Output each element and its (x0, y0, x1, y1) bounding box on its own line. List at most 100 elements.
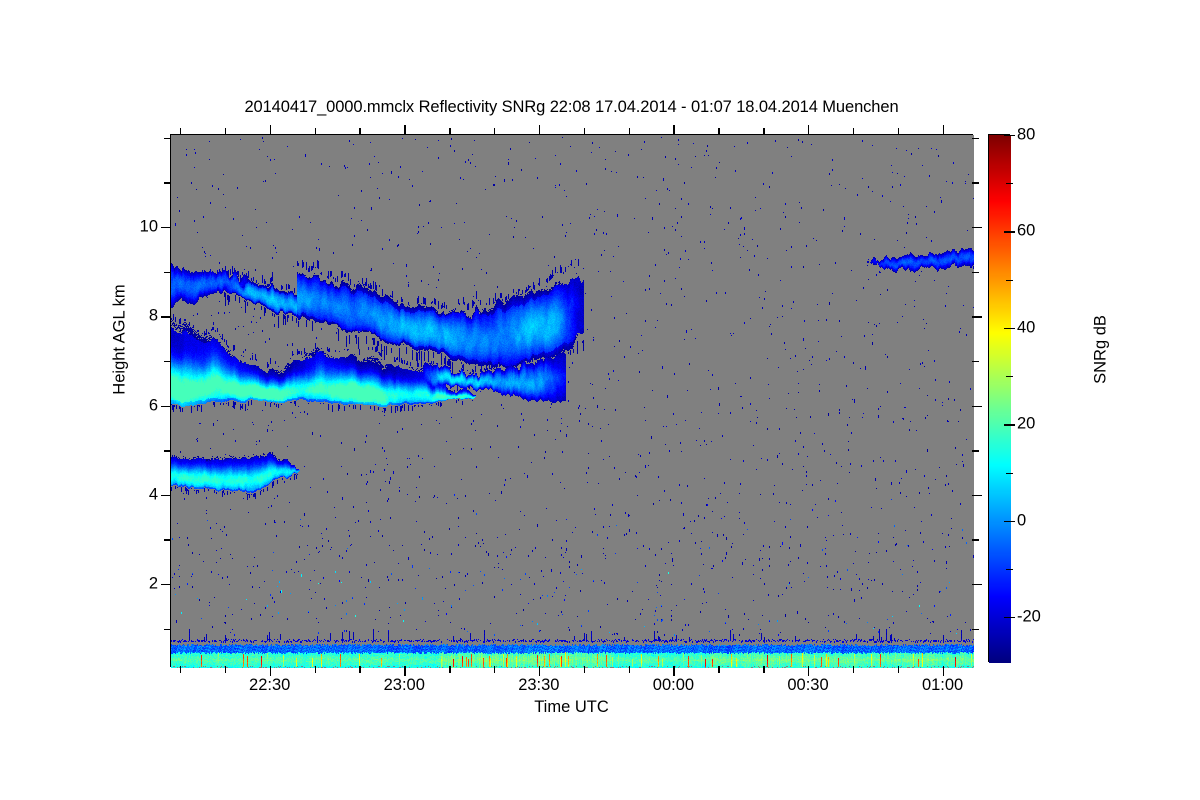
y-axis-tick-right (972, 628, 979, 631)
reflectivity-heatmap (171, 135, 974, 668)
y-axis-tick-label: 4 (148, 485, 158, 504)
y-axis-tick (161, 494, 171, 497)
x-axis-tick (897, 666, 900, 673)
y-axis-tick-right (972, 494, 982, 497)
y-axis-tick-right (972, 360, 979, 363)
x-axis-tick-label: 22:30 (249, 676, 291, 694)
colorbar-tick (1009, 617, 1015, 619)
y-axis-tick-right (972, 450, 979, 452)
y-axis-tick (164, 360, 171, 363)
colorbar-tick (1009, 472, 1013, 474)
y-axis-tick-right (972, 182, 979, 184)
x-axis-tick (628, 666, 630, 673)
y-axis-tick-right (972, 271, 979, 273)
colorbar-tick (1009, 327, 1015, 330)
x-axis-tick-top (808, 125, 810, 135)
y-axis-tick (164, 539, 171, 541)
x-axis-tick-top (359, 128, 361, 135)
y-axis-tick-label: 2 (148, 574, 158, 593)
x-axis-title: Time UTC (534, 698, 609, 716)
y-axis-tick-right (972, 316, 982, 318)
y-axis-tick (161, 316, 171, 318)
x-axis-tick (852, 666, 855, 673)
x-axis-tick-top (538, 125, 541, 135)
x-axis-tick-top (314, 128, 316, 135)
x-axis-tick-top (404, 125, 406, 135)
x-axis-tick-top (852, 128, 855, 135)
x-axis-tick (538, 666, 541, 676)
colorbar-tick-label: 80 (1017, 125, 1036, 144)
x-axis-tick-top (493, 128, 496, 135)
page-title: 20140417_0000.mmclx Reflectivity SNRg 22… (244, 98, 899, 116)
colorbar-tick (1009, 376, 1013, 378)
colorbar-tick-label: 40 (1017, 318, 1036, 337)
y-axis-tick (164, 628, 171, 631)
x-axis-tick-top (583, 128, 586, 135)
y-axis-tick (164, 271, 171, 273)
x-axis-tick (673, 666, 675, 676)
y-axis-tick-right (972, 584, 982, 586)
colorbar-tick-inner (1004, 617, 1009, 619)
x-axis-tick-top (449, 128, 451, 135)
x-axis-tick (493, 666, 496, 673)
x-axis-tick (718, 666, 720, 673)
x-axis-tick (269, 666, 272, 676)
x-axis-tick-top (269, 125, 272, 135)
y-axis-tick (164, 182, 171, 184)
x-axis-tick-label: 00:30 (787, 676, 829, 694)
y-axis-tick (161, 584, 171, 586)
x-axis-tick (314, 666, 316, 673)
plot-axes-area: 2 4 6 8 10 22:30 23:00 23:30 00:00 00:30 01:00 (140, 125, 982, 694)
x-axis-tick-top (763, 128, 765, 135)
x-axis-tick-label: 23:30 (518, 676, 560, 694)
colorbar-tick-label: 20 (1017, 414, 1036, 433)
colorbar-tick-inner (1006, 183, 1009, 185)
colorbar-tick-inner (1006, 376, 1009, 378)
y-axis-tick (164, 137, 171, 140)
x-axis-tick (763, 666, 765, 673)
x-axis-tick-label: 01:00 (921, 676, 964, 694)
colorbar-tick (1009, 135, 1015, 137)
colorbar-tick-inner (1004, 135, 1009, 137)
colorbar-tick-label: 0 (1017, 511, 1027, 530)
y-axis-tick (161, 405, 171, 407)
x-axis-tick (942, 666, 944, 676)
colorbar-tick-inner (1006, 279, 1009, 281)
y-axis-tick-label: 8 (148, 306, 158, 325)
colorbar-tick (1009, 424, 1015, 426)
colorbar-tick (1009, 183, 1013, 185)
y-axis-title: Height AGL km (110, 284, 129, 395)
x-axis-tick-top (942, 125, 944, 135)
x-axis-tick-top (897, 128, 900, 135)
y-axis-tick-right (972, 539, 979, 541)
x-axis-tick (404, 666, 406, 676)
y-axis-tick-right (972, 226, 982, 229)
x-axis-tick (359, 666, 361, 673)
colorbar-tick (1009, 520, 1015, 522)
colorbar-tick-inner (1006, 568, 1009, 571)
y-axis-tick-label: 10 (139, 217, 158, 236)
colorbar-tick-inner (1006, 472, 1009, 474)
x-axis-tick-top (179, 128, 182, 135)
colorbar-tick-inner (1004, 424, 1009, 426)
y-axis-tick (161, 226, 171, 229)
x-axis-tick (583, 666, 586, 673)
x-axis-tick (449, 666, 451, 673)
colorbar-tick (1009, 568, 1013, 571)
y-axis-tick (164, 450, 171, 452)
colorbar-tick-inner (1004, 520, 1009, 522)
colorbar: -20 0 20 40 60 80 (988, 126, 1041, 663)
colorbar-tick-label: -20 (1017, 607, 1041, 626)
x-axis-tick-label: 00:00 (652, 676, 695, 694)
x-axis-tick-top (628, 128, 630, 135)
x-axis-tick-label: 23:00 (383, 676, 425, 694)
colorbar-tick (1009, 231, 1015, 233)
x-axis-tick-top (224, 128, 227, 135)
colorbar-tick-inner (1004, 327, 1009, 330)
colorbar-tick-inner (1004, 231, 1009, 233)
y-axis-tick-label: 6 (148, 396, 158, 415)
y-axis-tick-right (972, 137, 979, 140)
y-axis-tick-right (972, 405, 982, 407)
colorbar-tick (1009, 279, 1013, 281)
